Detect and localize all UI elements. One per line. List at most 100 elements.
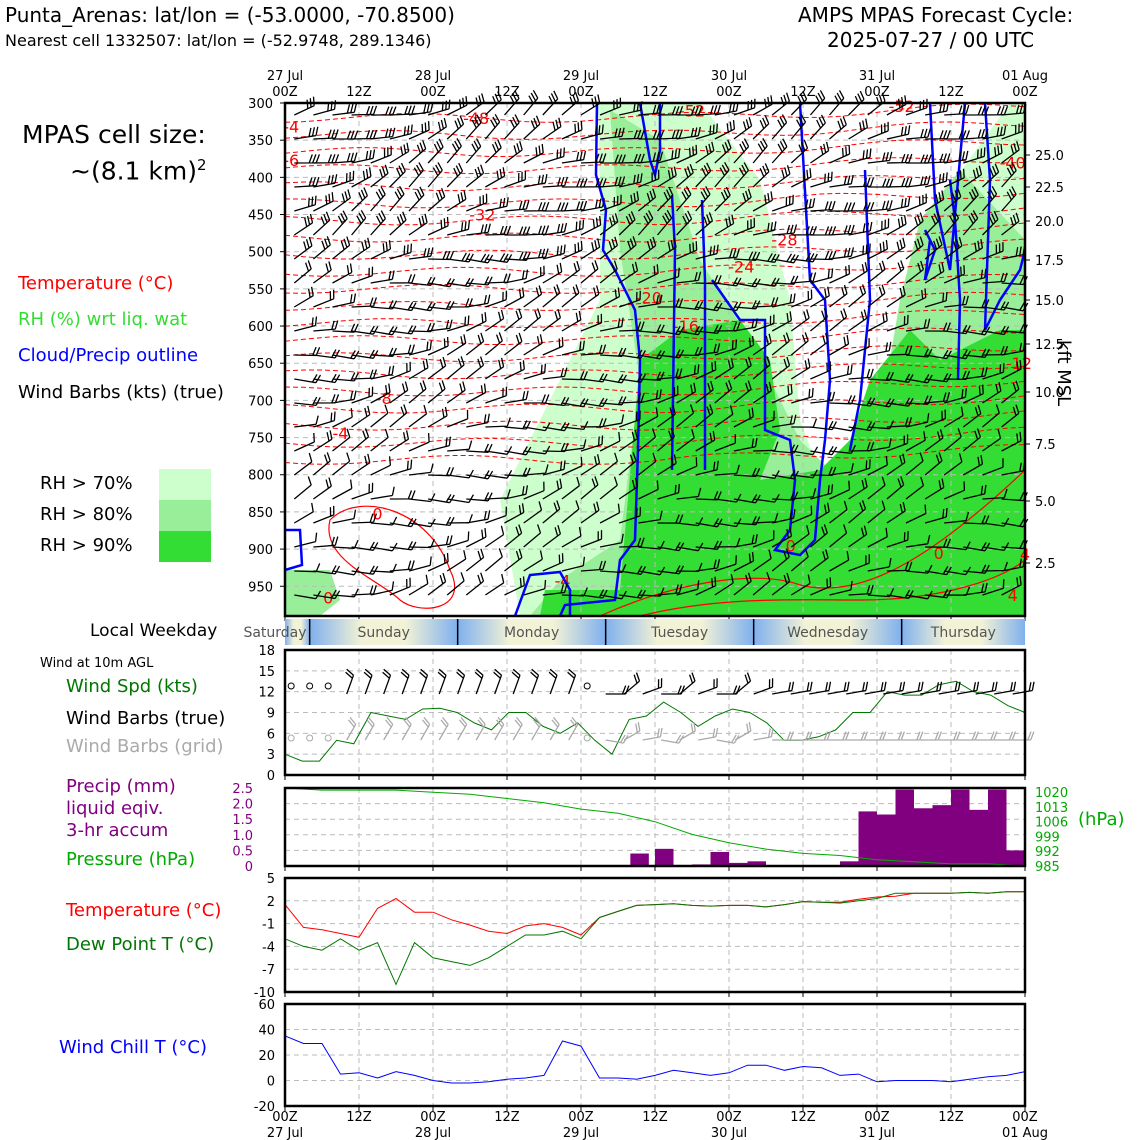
wind-barb	[714, 214, 735, 236]
wind-barb	[676, 364, 700, 380]
wind-barb	[370, 428, 389, 452]
wind-barb	[867, 92, 886, 116]
wind-barb	[962, 210, 979, 236]
bottom-date-label: 28 Jul	[415, 1126, 451, 1140]
weekday-band	[457, 619, 606, 645]
wind-barb	[695, 360, 717, 380]
wind-barb	[637, 188, 657, 212]
isotherm-label: 0	[934, 544, 944, 563]
cycle-title: AMPS MPAS Forecast Cycle:	[798, 3, 1074, 27]
wind-barb	[886, 417, 913, 428]
wind-barb	[408, 404, 428, 428]
wind-barb	[905, 431, 926, 452]
wind-barb	[810, 577, 832, 596]
wind-barb	[313, 430, 333, 452]
top-time-label: 12Z	[346, 85, 372, 100]
wind-barb	[313, 174, 338, 188]
wind-barb	[924, 507, 948, 524]
wind-barb	[485, 525, 505, 548]
pressure-right-tick-label: 992	[1035, 845, 1060, 860]
wind-barb	[332, 479, 353, 500]
wind-barb	[733, 380, 752, 404]
wind-barb	[943, 187, 962, 212]
precip-bar	[1006, 850, 1025, 866]
wind-barb	[829, 463, 854, 476]
wind-barb	[810, 391, 836, 404]
pressure-right-tick-label: 985	[1035, 860, 1060, 875]
legend-rh70-swatch	[159, 469, 211, 500]
wind-barb	[676, 126, 701, 140]
wind-barb	[657, 541, 685, 552]
wind-barb	[351, 386, 374, 404]
wind-barb	[867, 260, 886, 284]
wind-barb	[523, 143, 544, 164]
wind-barb	[829, 264, 851, 284]
wind-barb	[294, 126, 319, 140]
wind-barb	[619, 393, 645, 404]
wind-barb	[886, 197, 911, 212]
top-time-label: 12Z	[790, 85, 816, 100]
wind-barb	[810, 502, 830, 524]
wind-barb	[810, 445, 838, 456]
wind-barb	[599, 374, 627, 384]
weekday-band	[309, 619, 458, 645]
wind-barb	[332, 263, 353, 284]
wind-barb	[829, 247, 855, 260]
wind-barb	[542, 478, 563, 500]
wind-barb	[542, 460, 566, 476]
wind-barb	[791, 387, 814, 404]
wind-barb	[619, 589, 646, 599]
wind-barb	[963, 564, 990, 574]
surface-wind-barb	[994, 681, 1017, 695]
wind-barb	[982, 185, 998, 212]
wind-barb	[638, 169, 660, 188]
wind-barb	[638, 407, 659, 428]
pressure-tick-label: 550	[248, 283, 273, 298]
legend-rh70-label: RH > 70%	[40, 473, 133, 494]
wind-barb	[523, 225, 550, 236]
wind-barb	[982, 542, 1010, 552]
wind-barb	[485, 197, 509, 212]
wind-barb	[447, 494, 474, 504]
wind-barb	[771, 572, 791, 596]
wind-tick-label: 9	[267, 707, 275, 722]
wind-barb	[982, 242, 1004, 260]
wind-barb	[733, 138, 750, 164]
wind-barb	[829, 395, 856, 405]
kft-tick-label: 15.0	[1035, 294, 1064, 309]
legend-dewpoint: Dew Point T (°C)	[66, 934, 215, 955]
weekday-band	[605, 619, 754, 645]
wind-barb	[312, 211, 331, 236]
wind-barb	[580, 344, 607, 356]
wind-barb	[389, 105, 416, 116]
wind-barb	[523, 524, 542, 548]
wind-barb	[351, 325, 379, 335]
wind-barb	[771, 356, 791, 380]
wind-barb	[599, 287, 621, 308]
wind-barb	[485, 417, 511, 428]
wind-barb	[982, 382, 1002, 404]
wind-barb	[657, 148, 681, 164]
wind-barb	[561, 421, 589, 431]
wind-barb	[618, 290, 641, 308]
wind-barb	[657, 166, 677, 188]
wind-barb	[772, 509, 796, 524]
wind-barb	[829, 422, 857, 432]
wind-barb	[638, 350, 666, 360]
wind-barb	[944, 388, 967, 404]
wind-barb	[427, 216, 449, 236]
temp-tick-label: -1	[262, 918, 275, 933]
wind-barb	[790, 525, 810, 548]
wind-barb	[752, 333, 772, 356]
wind-barb	[332, 452, 351, 476]
wind-barb	[1001, 141, 1020, 164]
isotherm-label: -28	[771, 231, 797, 250]
wind-barb	[733, 356, 752, 380]
wind-barb	[351, 297, 378, 308]
wind-barb	[465, 548, 485, 572]
wind-barb	[676, 186, 692, 212]
legend-rh: RH (%) wrt liq. wat	[18, 309, 188, 330]
pressure-tick-label: 700	[248, 394, 273, 409]
wind-barb	[332, 130, 359, 140]
wind-barb	[351, 149, 376, 164]
